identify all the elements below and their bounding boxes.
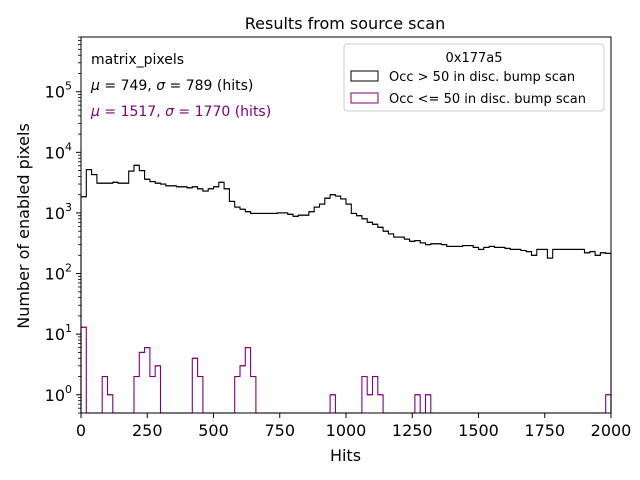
plot-frame: [80, 36, 612, 414]
x-tick-label-500: 500: [198, 421, 229, 440]
annotation-matrix-name: matrix_pixels: [91, 52, 184, 68]
annotation-stats-purple: μ = 1517, σ = 1770 (hits): [90, 104, 271, 120]
y-tick-label-1e1: 101: [45, 322, 72, 344]
y-tick-label-1e3: 103: [45, 201, 72, 223]
y-tick-label-1e0: 100: [45, 383, 72, 405]
series-0: [80, 164, 612, 413]
x-tick-label-1750: 1750: [524, 421, 565, 440]
legend-title: 0x177a5: [445, 51, 502, 66]
x-tick-label-0: 0: [76, 421, 86, 440]
x-tick-label-750: 750: [264, 421, 295, 440]
x-tick-label-2000: 2000: [591, 421, 632, 440]
legend-swatch-purple: [350, 92, 379, 104]
x-tick-label-1000: 1000: [326, 421, 367, 440]
legend-swatch-black: [350, 70, 379, 82]
x-tick-label-250: 250: [132, 421, 163, 440]
legend-label-purple: Occ <= 50 in disc. bump scan: [389, 92, 586, 107]
legend: 0x177a5 Occ > 50 in disc. bump scan Occ …: [343, 43, 605, 112]
chart-title: Results from source scan: [245, 14, 445, 33]
y-tick-label-1e5: 105: [45, 80, 72, 102]
axis-ticks: 0 250 500 750 1000 1250 1500 1750 2000 100 101 102 1…: [45, 36, 632, 440]
y-axis-label: Number of enabled pixels: [14, 123, 33, 329]
legend-label-black: Occ > 50 in disc. bump scan: [389, 70, 575, 85]
x-tick-label-1250: 1250: [392, 421, 433, 440]
x-tick-label-1500: 1500: [458, 421, 499, 440]
y-tick-label-1e4: 104: [45, 140, 72, 162]
x-axis-label: Hits: [330, 446, 361, 465]
y-tick-label-1e2: 102: [45, 262, 72, 284]
legend-box: [343, 43, 605, 112]
annotation-stats-black: μ = 749, σ = 789 (hits): [90, 78, 253, 94]
